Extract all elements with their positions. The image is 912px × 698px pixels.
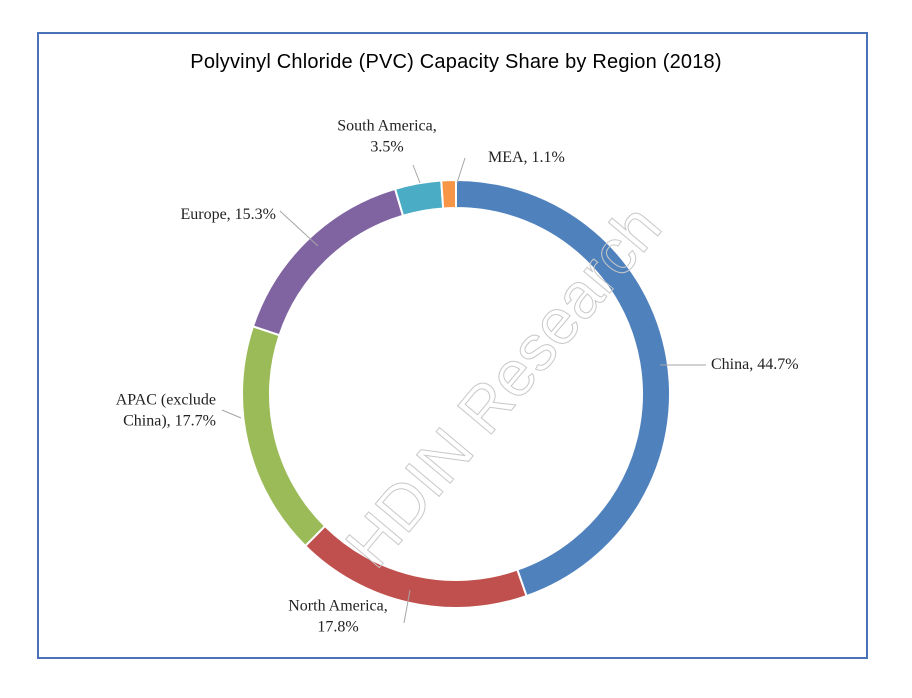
slice-apac-exclude-china	[241, 325, 327, 548]
data-label-line: Europe, 15.3%	[180, 206, 276, 223]
slice-labels: China, 44.7% North America, 17.8% APAC (exc…	[116, 118, 799, 636]
data-label-line: North America,	[288, 598, 388, 615]
data-label-china: China, 44.7%	[711, 356, 799, 373]
chart-frame	[37, 32, 868, 659]
leader-line-mea	[456, 157, 466, 184]
chart-title: Polyvinyl Chloride (PVC) Capacity Share …	[190, 51, 722, 73]
data-label-apac-exclude-china: APAC (exclude China), 17.7%	[116, 392, 216, 430]
donut-slices	[241, 178, 671, 609]
data-label-north-america: North America, 17.8%	[288, 598, 388, 636]
leader-line-europe	[279, 210, 319, 247]
data-label-line: China), 17.7%	[123, 413, 216, 430]
leader-line-south-america	[412, 164, 421, 184]
data-label-south-america: South America, 3.5%	[337, 118, 437, 156]
data-label-line: APAC (exclude	[116, 392, 216, 409]
data-label-europe: Europe, 15.3%	[180, 206, 276, 223]
slice-south-america	[393, 179, 445, 217]
data-label-line: China, 44.7%	[711, 356, 799, 373]
data-label-line: South America,	[337, 118, 437, 135]
data-label-line: MEA, 1.1%	[488, 149, 565, 166]
leader-lines	[221, 157, 706, 624]
data-label-line: 3.5%	[370, 139, 403, 156]
leader-line-north-america	[403, 589, 411, 624]
data-label-line: 17.8%	[317, 619, 358, 636]
data-label-mea: MEA, 1.1%	[488, 149, 565, 166]
leader-line-apac-exclude-china	[221, 409, 242, 419]
slice-mea	[440, 178, 457, 210]
